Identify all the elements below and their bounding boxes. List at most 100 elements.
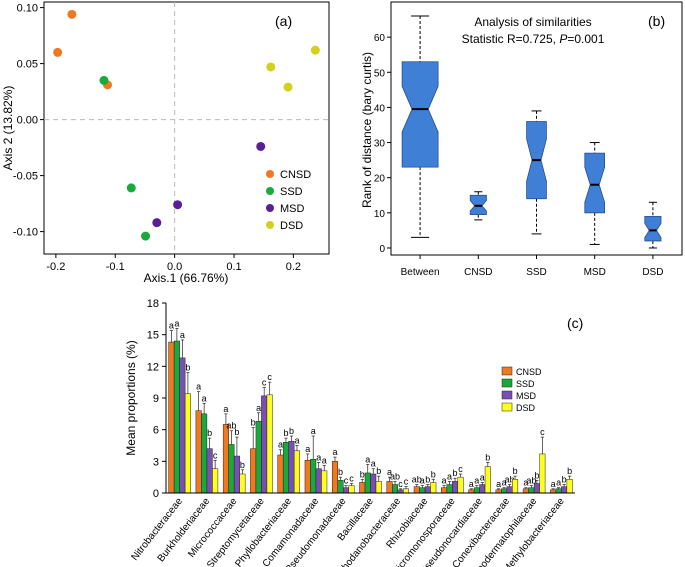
panel-a-points bbox=[53, 9, 320, 241]
panel-c-bar-ssd bbox=[201, 413, 208, 494]
panel-c-significance-letter: c bbox=[213, 450, 218, 460]
panel-c-legend-label: DSD bbox=[516, 403, 536, 413]
panel-c-significance-letter: b bbox=[534, 470, 539, 480]
panel-c-bar-cnsd bbox=[386, 481, 393, 494]
panel-b-title: Analysis of similarities bbox=[474, 15, 591, 29]
panel-a-xtick-label: -0.1 bbox=[106, 261, 125, 273]
panel-c-significance-letter: a bbox=[311, 426, 316, 436]
panel-c-legend-swatch-msd bbox=[501, 390, 513, 400]
panel-b-xtick-label: SSD bbox=[526, 267, 547, 278]
panel-c-bar-dsd bbox=[566, 479, 573, 494]
panel-c-bar-cnsd bbox=[331, 461, 338, 494]
panel-c-bar-ssd bbox=[473, 487, 480, 494]
panel-a-xlabel: Axis.1 (66.76%) bbox=[144, 271, 229, 285]
panel-c-bar-dsd bbox=[539, 453, 546, 494]
panel-c-bar-msd bbox=[533, 483, 540, 494]
panel-c-family-bar-chart: 0369121518NitrobacteraceaeBurkholderiace… bbox=[124, 298, 583, 567]
panel-c-significance-letter: a bbox=[202, 393, 207, 403]
panel-b-xtick-label: CNSD bbox=[464, 267, 492, 278]
panel-a-reference-lines bbox=[44, 2, 329, 254]
panel-c-bar-ssd bbox=[228, 444, 235, 494]
panel-c-significance-letter: a bbox=[256, 403, 261, 413]
panel-c-bar-ssd bbox=[555, 488, 562, 494]
panel-c-bar-dsd bbox=[212, 468, 219, 494]
panel-c-bar-ssd bbox=[282, 442, 289, 494]
panel-c-bar-ssd bbox=[310, 458, 317, 494]
panel-c-ytick-label: 0 bbox=[153, 488, 159, 500]
panel-c-ytick-label: 18 bbox=[147, 298, 159, 310]
panel-c-ticks: 0369121518NitrobacteraceaeBurkholderiace… bbox=[129, 298, 567, 567]
panel-c-legend-swatch-cnsd bbox=[501, 366, 513, 376]
panel-a-point-dsd bbox=[310, 45, 320, 55]
panel-c-significance-letter: c bbox=[458, 464, 463, 474]
panel-c-significance-letter: c bbox=[398, 479, 403, 489]
panel-c-bar-msd bbox=[342, 487, 349, 494]
panel-c-significance-letter: a bbox=[442, 476, 447, 486]
panel-a-frame bbox=[43, 1, 330, 255]
panel-c-bar-dsd bbox=[403, 488, 410, 494]
panel-c-significance-letter: b bbox=[567, 466, 572, 476]
panel-c-bar-cnsd bbox=[277, 454, 284, 494]
panel-c-significance-letter: b bbox=[425, 475, 430, 485]
panel-a-point-msd bbox=[152, 218, 162, 228]
panel-c-bar-msd bbox=[179, 357, 186, 494]
panel-c-significance-letter: ab bbox=[505, 475, 515, 485]
panel-c-bar-ssd bbox=[337, 480, 344, 494]
panel-b-ytick-label: 10 bbox=[374, 209, 386, 220]
panel-c-significance-letter: a bbox=[332, 447, 337, 457]
panel-c-bar-dsd bbox=[375, 481, 382, 494]
panel-a-ylabel: Axis 2 (13.82%) bbox=[1, 86, 15, 171]
panel-c-bar-ssd bbox=[419, 487, 426, 494]
panel-a-point-cnsd bbox=[53, 47, 63, 57]
panel-a-xtick-label: 0.1 bbox=[226, 261, 241, 273]
panel-c-bar-cnsd bbox=[195, 410, 202, 494]
panel-a-legend-label: SSD bbox=[280, 186, 303, 198]
panel-b-ytick-label: 30 bbox=[374, 139, 386, 150]
panel-a-point-cnsd bbox=[67, 9, 77, 19]
panel-c-significance-letter: b bbox=[207, 428, 212, 438]
panel-c-significance-letter: a bbox=[196, 382, 201, 392]
panel-a-ytick-label: -0.05 bbox=[13, 171, 38, 183]
panel-c-significance-letter: a bbox=[469, 479, 474, 489]
panel-c-bar-dsd bbox=[184, 393, 191, 494]
panel-b-boxes bbox=[401, 15, 662, 249]
panel-a-xtick-label: 0.2 bbox=[286, 261, 301, 273]
panel-c-significance-letter: ab bbox=[526, 476, 536, 486]
panel-b-xtick-label: Between bbox=[401, 267, 440, 278]
panel-c-ytick-label: 12 bbox=[147, 361, 159, 373]
panel-c-significance-letter: a bbox=[316, 452, 321, 462]
panel-c-ytick-label: 9 bbox=[153, 393, 159, 405]
panel-c-bar-dsd bbox=[484, 466, 491, 494]
panel-c-bar-msd bbox=[452, 481, 459, 494]
panel-b-box-dsd bbox=[644, 215, 662, 242]
panel-a-legend-swatch-cnsd bbox=[266, 170, 274, 178]
panel-c-significance-letter: a bbox=[447, 471, 452, 481]
panel-c-bar-msd bbox=[206, 448, 213, 494]
panel-a-point-ssd bbox=[99, 75, 109, 85]
panel-c-significance-letter: b bbox=[562, 475, 567, 485]
panel-c-bar-dsd bbox=[430, 482, 437, 494]
panel-c-bar-cnsd bbox=[522, 488, 529, 494]
panel-c-significance-letter: a bbox=[223, 404, 228, 414]
panel-c-significance-letter: a bbox=[474, 476, 479, 486]
panel-c-significance-letter: a bbox=[420, 476, 425, 486]
panel-c-bar-dsd bbox=[512, 479, 519, 494]
panel-a-ytick-label: 0.10 bbox=[17, 3, 38, 15]
panel-b-ytick-label: 0 bbox=[379, 244, 385, 255]
panel-c-significance-letter: a bbox=[556, 478, 561, 488]
panel-c-significance-letter: a bbox=[322, 456, 327, 466]
panel-c-significance-letter: a bbox=[294, 436, 299, 446]
panel-c-significance-letter: b bbox=[185, 363, 190, 373]
panel-a-legend: CNSD SSD MSD DSD bbox=[266, 169, 311, 232]
panel-c-ylabel: Mean proportions (%) bbox=[124, 340, 138, 455]
panel-b-statistic: Statistic R=0.725, P=0.001 bbox=[462, 32, 605, 46]
panel-c-significance-letter: b bbox=[360, 469, 365, 479]
panel-c-significance-letter: a bbox=[496, 479, 501, 489]
panel-c-significance-letter: b bbox=[485, 452, 490, 462]
panel-a-legend-swatch-dsd bbox=[266, 221, 274, 229]
panel-c-significance-letter: a bbox=[523, 478, 528, 488]
panel-b-xtick-label: DSD bbox=[642, 267, 663, 278]
panel-c-significance-letter: a bbox=[365, 455, 370, 465]
panel-a-legend-label: CNSD bbox=[280, 169, 311, 181]
panel-b-ytick-label: 60 bbox=[374, 33, 386, 44]
